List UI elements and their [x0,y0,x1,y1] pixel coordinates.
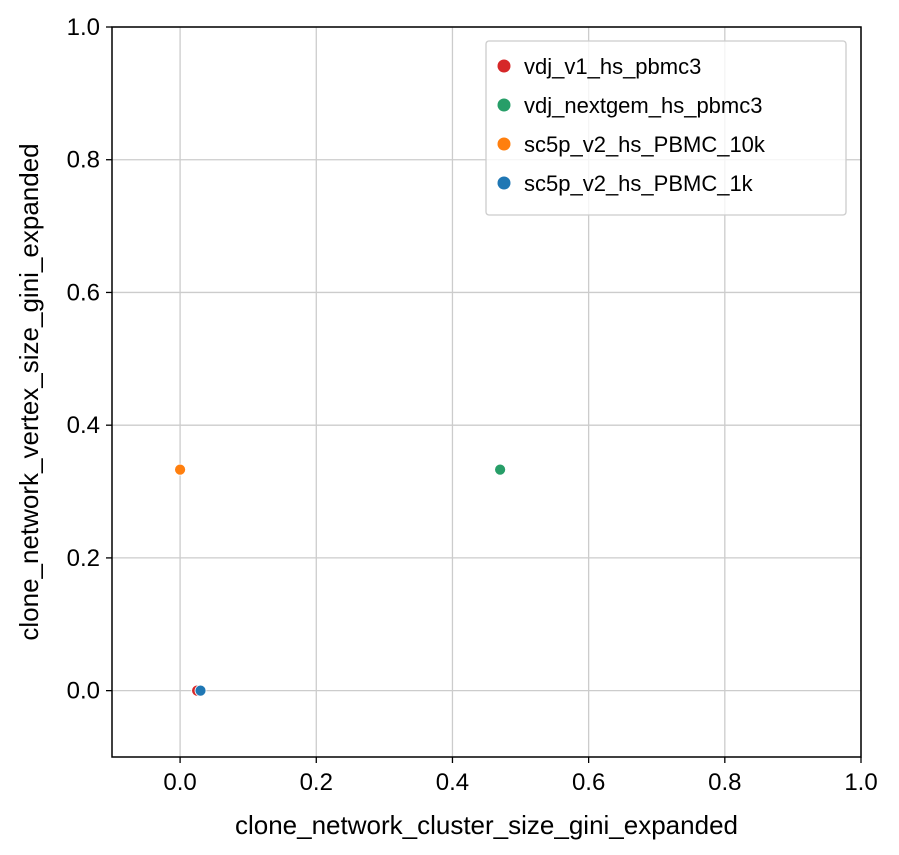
y-tick-label: 0.6 [67,279,100,306]
data-point [195,685,206,696]
y-axis-label: clone_network_vertex_size_gini_expanded [14,143,44,640]
data-point [495,464,506,475]
legend-label: sc5p_v2_hs_PBMC_10k [524,132,766,157]
y-tick-label: 0.0 [67,678,100,705]
legend-label: vdj_v1_hs_pbmc3 [524,54,701,79]
legend-label: sc5p_v2_hs_PBMC_1k [524,171,754,196]
x-tick-label: 0.0 [163,769,196,796]
y-tick-label: 0.4 [67,412,100,439]
x-tick-label: 1.0 [844,769,877,796]
legend-label: vdj_nextgem_hs_pbmc3 [524,93,762,118]
legend-marker [498,138,511,151]
data-point [175,464,186,475]
legend-marker [498,60,511,73]
x-axis-label: clone_network_cluster_size_gini_expanded [235,810,738,840]
y-tick-label: 0.8 [67,147,100,174]
x-tick-label: 0.2 [300,769,333,796]
x-tick-label: 0.8 [708,769,741,796]
legend: vdj_v1_hs_pbmc3 vdj_nextgem_hs_pbmc3 sc5p_… [486,41,846,215]
y-tick-label: 0.2 [67,545,100,572]
x-tick-label: 0.4 [436,769,469,796]
x-tick-label: 0.6 [572,769,605,796]
legend-marker [498,177,511,190]
legend-marker [498,99,511,112]
y-tick-label: 1.0 [67,14,100,41]
